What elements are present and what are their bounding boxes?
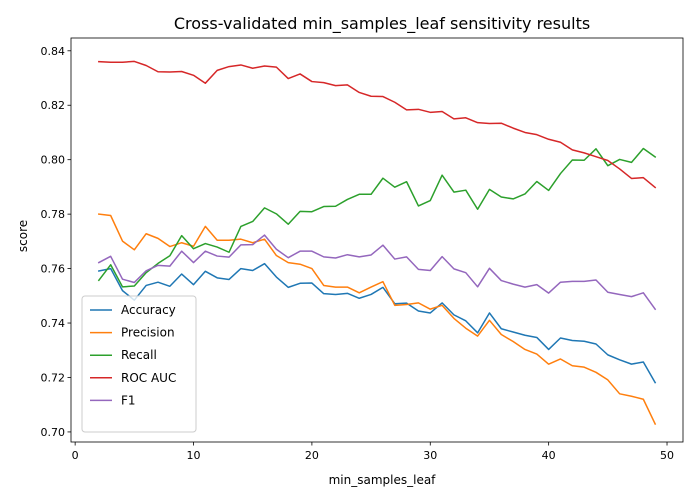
x-tick-label: 0 xyxy=(72,449,79,462)
legend-item: Accuracy xyxy=(90,303,176,317)
y-axis-label: score xyxy=(16,220,30,252)
y-tick-label: 0.78 xyxy=(41,208,66,221)
series-line-accuracy xyxy=(97,262,657,384)
x-tick-label: 40 xyxy=(542,449,556,462)
y-tick-label: 0.80 xyxy=(41,154,66,167)
legend-item: F1 xyxy=(90,393,136,407)
legend-item: ROC AUC xyxy=(90,371,176,385)
x-axis-label: min_samples_leaf xyxy=(329,473,437,487)
legend-label: Recall xyxy=(121,348,157,362)
y-tick-label: 0.70 xyxy=(41,426,66,439)
legend-label: Accuracy xyxy=(121,303,176,317)
x-tick-label: 10 xyxy=(187,449,201,462)
chart-title: Cross-validated min_samples_leaf sensiti… xyxy=(174,14,590,34)
legend-label: ROC AUC xyxy=(121,371,176,385)
series-line-recall xyxy=(97,147,657,288)
legend-label: Precision xyxy=(121,326,175,340)
y-tick-label: 0.74 xyxy=(41,317,66,330)
y-tick-label: 0.72 xyxy=(41,371,66,384)
y-tick-label: 0.82 xyxy=(41,99,66,112)
legend: Accuracy Precision Recall ROC AUC F1 xyxy=(81,295,197,433)
plot-frame xyxy=(70,37,684,443)
legend-item: Recall xyxy=(90,348,157,362)
x-tick-label: 50 xyxy=(660,449,674,462)
legend-label: F1 xyxy=(121,393,136,407)
legend-item: Precision xyxy=(90,326,175,340)
y-tick-label: 0.84 xyxy=(41,45,66,58)
y-tick-label: 0.76 xyxy=(41,263,66,276)
x-tick-label: 20 xyxy=(305,449,319,462)
legend-box xyxy=(81,295,197,433)
series-line-f1 xyxy=(97,234,657,311)
series-line-roc-auc xyxy=(98,60,657,189)
x-tick-label: 30 xyxy=(423,449,437,462)
